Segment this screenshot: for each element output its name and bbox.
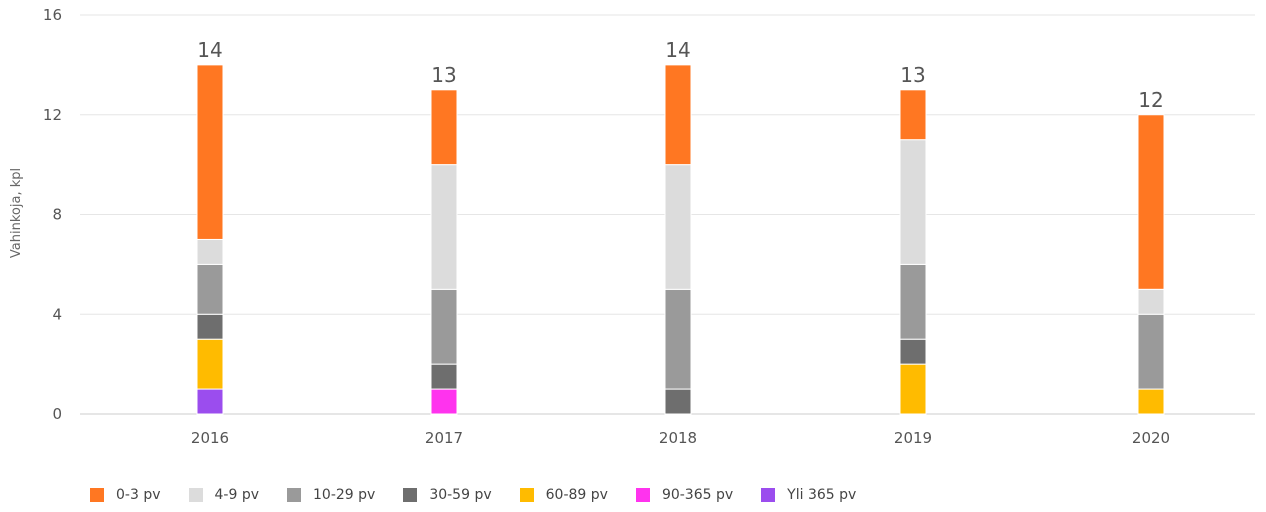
- x-axis-ticks: 2016 2017 2018 2019 2020: [191, 429, 1170, 447]
- legend-swatch: [519, 488, 534, 502]
- bar-segment: [1137, 313, 1165, 390]
- y-tick-label: 12: [43, 106, 62, 124]
- bar-total-label: 13: [900, 63, 925, 87]
- legend-item: 10-29 pv: [287, 487, 375, 503]
- bar-segment: [1137, 388, 1165, 415]
- bar-segment: [196, 313, 224, 340]
- x-tick-label: 2019: [894, 429, 932, 447]
- bar-segment: [664, 388, 692, 415]
- y-tick-label: 8: [52, 206, 62, 224]
- legend-label: 90-365 pv: [661, 487, 734, 503]
- legend-item: Yli 365 pv: [761, 487, 856, 503]
- x-tick-label: 2020: [1132, 429, 1170, 447]
- legend-item: 90-365 pv: [635, 487, 734, 503]
- bar-total-label: 13: [431, 63, 456, 87]
- bar-segment: [899, 338, 927, 365]
- legend-swatch: [287, 488, 301, 502]
- legend-label: 60-89 pv: [545, 487, 608, 503]
- legend-swatch: [90, 488, 104, 502]
- legend-item: 60-89 pv: [519, 487, 608, 503]
- legend-label: Yli 365 pv: [787, 487, 857, 503]
- bar-segment: [899, 139, 927, 265]
- bars: [196, 64, 1165, 415]
- legend-item: 0-3 pv: [90, 487, 161, 503]
- bar-segment: [430, 363, 458, 390]
- bar-segment: [899, 363, 927, 415]
- bar-total-label: 12: [1138, 88, 1163, 112]
- bar-segment: [430, 388, 458, 415]
- y-tick-label: 16: [43, 6, 62, 24]
- bar-segment: [664, 64, 692, 166]
- x-tick-label: 2016: [191, 429, 229, 447]
- bar-segment: [899, 263, 927, 340]
- bar-segment: [430, 164, 458, 290]
- bar-segment: [196, 64, 224, 240]
- legend-swatch: [635, 488, 650, 502]
- bar-segment: [430, 288, 458, 365]
- bar-segment: [196, 338, 224, 390]
- legend-swatch: [403, 488, 418, 502]
- bar-segment: [664, 288, 692, 390]
- y-axis-label: Vahinkoja, kpl: [9, 168, 24, 258]
- legend-label: 4-9 pv: [214, 487, 260, 503]
- bar-segment: [1137, 114, 1165, 290]
- bar-segment: [196, 263, 224, 315]
- x-tick-label: 2017: [425, 429, 463, 447]
- legend-label: 30-59 pv: [429, 487, 492, 503]
- legend-item: 4-9 pv: [188, 487, 260, 503]
- y-axis-ticks: 0 4 8 12 16: [43, 6, 62, 423]
- legend: 0-3 pv 4-9 pv 10-29 pv 30-59 pv 60-89 pv 90-3…: [90, 487, 884, 503]
- bar-segment: [664, 164, 692, 290]
- bar-segment: [430, 89, 458, 166]
- y-tick-label: 0: [52, 405, 62, 423]
- bar-segment: [899, 89, 927, 141]
- y-tick-label: 4: [52, 305, 62, 323]
- bar-segment: [1137, 288, 1165, 315]
- legend-item: 30-59 pv: [403, 487, 492, 503]
- legend-label: 10-29 pv: [313, 487, 376, 503]
- bar-segment: [196, 388, 224, 415]
- bar-total-label: 14: [665, 38, 690, 62]
- bar-total-label: 14: [197, 38, 222, 62]
- legend-swatch: [188, 488, 203, 502]
- bar-segment: [196, 238, 224, 265]
- legend-label: 0-3 pv: [116, 487, 161, 503]
- x-tick-label: 2018: [659, 429, 697, 447]
- bar-totals: 14 13 14 13 12: [197, 38, 1163, 112]
- legend-swatch: [761, 488, 776, 502]
